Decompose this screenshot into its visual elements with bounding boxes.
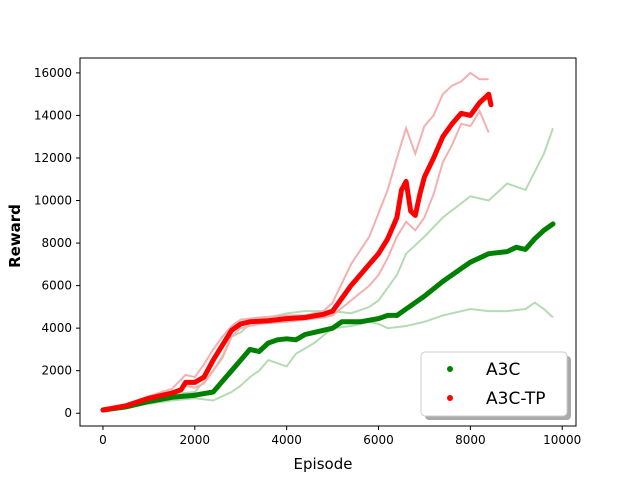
y-axis-ticks: 0 2000 4000 6000 8000 10000 12000 14000 16000 (34, 66, 80, 420)
y-tick-label: 6000 (41, 279, 72, 293)
mean-line-a3c (100, 221, 556, 413)
lower-band-a3c (102, 301, 554, 412)
x-tick-label: 8000 (455, 433, 486, 447)
legend-label-a3c-tp: A3C-TP (486, 389, 546, 409)
x-axis-label: Episode (294, 455, 353, 473)
upper-band-a3c-tp (102, 71, 489, 411)
x-tick-label: 4000 (271, 433, 302, 447)
lower-band-a3c-tp (102, 109, 490, 412)
legend: A3C A3C-TP (420, 351, 571, 420)
confidence-bands (102, 71, 554, 412)
legend-marker-a3c-tp (447, 395, 453, 401)
y-tick-label: 10000 (34, 194, 72, 208)
x-tick-label: 6000 (363, 433, 394, 447)
mean-series (100, 91, 556, 413)
y-tick-label: 0 (64, 406, 72, 420)
y-tick-label: 2000 (41, 364, 72, 378)
x-tick-label: 10000 (543, 433, 581, 447)
y-axis-label: Reward (6, 204, 24, 268)
x-tick-label: 0 (99, 433, 107, 447)
x-tick-label: 2000 (180, 433, 211, 447)
legend-label-a3c: A3C (486, 360, 520, 380)
mean-line-a3c-tp (100, 91, 494, 413)
y-tick-label: 4000 (41, 321, 72, 335)
y-tick-label: 14000 (34, 108, 72, 122)
plot-frame (79, 57, 577, 427)
y-tick-label: 12000 (34, 151, 72, 165)
upper-band-a3c (102, 127, 554, 411)
y-tick-label: 8000 (41, 236, 72, 250)
x-axis-ticks: 0 2000 4000 6000 8000 10000 (99, 426, 581, 447)
y-tick-label: 16000 (34, 66, 72, 80)
legend-box (420, 351, 568, 417)
legend-marker-a3c (447, 366, 453, 372)
